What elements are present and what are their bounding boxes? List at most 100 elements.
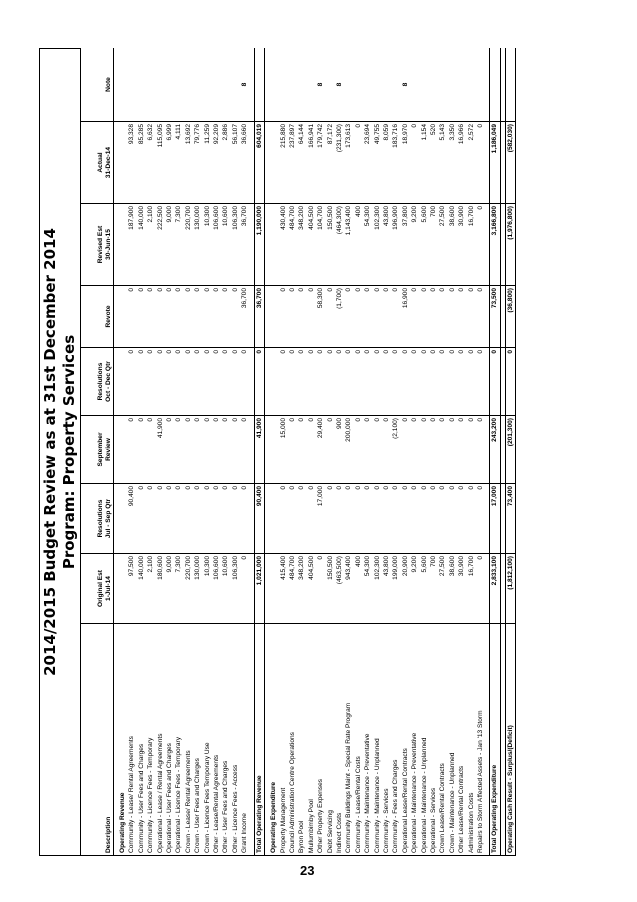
resolutions-oct-dec-cell: 0 <box>240 347 250 416</box>
september-review-cell: 900 <box>334 415 345 484</box>
original-estimate-cell: 484,700 <box>287 553 298 624</box>
revised-estimate-cell: 140,000 <box>136 203 147 286</box>
september-review-cell: 0 <box>183 415 194 484</box>
description-cell: Crown - Licence Fees Temporary Use <box>202 623 213 856</box>
header-description: Description <box>80 623 114 856</box>
resolutions-jul-sep-cell: 90,400 <box>127 483 137 554</box>
september-review-cell: 0 <box>438 415 448 484</box>
description-cell: Administration Costs <box>466 623 477 856</box>
actual-cell: 215,880 <box>278 121 288 204</box>
resolutions-jul-sep-cell: 0 <box>155 483 166 554</box>
description-cell: Total Operating Revenue <box>254 623 265 856</box>
note-cell <box>489 48 501 122</box>
original-estimate-cell: 400 <box>353 553 364 624</box>
total-operating-revenue-row: Total Operating Revenue 1,021,000 90,400 41… <box>254 48 265 856</box>
actual-cell: 0 <box>353 121 364 204</box>
table-row: Operational - Licence Fees - Temporary 7,… <box>174 48 184 856</box>
table-row: Community - User Fees and Charges 140,000… <box>136 48 147 856</box>
note-cell <box>146 48 156 122</box>
description-cell: Community - Lease/Rental Costs <box>353 623 364 856</box>
description-cell: Operational Lease/Rental Contracts <box>400 623 411 856</box>
revote-cell: 0 <box>155 285 166 348</box>
note-cell <box>410 48 420 122</box>
actual-cell: 92,209 <box>212 121 222 204</box>
table-row: Operational - Lease / Rental Agreements 1… <box>155 48 166 856</box>
resolutions-jul-sep-cell: 0 <box>287 483 298 554</box>
september-review-cell: 15,000 <box>278 415 288 484</box>
revote-cell: 36,700 <box>240 285 250 348</box>
revote-cell: 0 <box>391 285 401 348</box>
original-estimate-cell: 106,600 <box>212 553 222 624</box>
revised-estimate-cell: 27,500 <box>438 203 448 286</box>
resolutions-oct-dec-cell: 0 <box>202 347 213 416</box>
note-cell <box>505 48 516 122</box>
table-row: Debt Servicing 150,500 0 0 0 0 150,500 87,172 <box>325 48 335 856</box>
resolutions-jul-sep-cell: 0 <box>230 483 241 554</box>
original-estimate-cell: 30,900 <box>457 553 467 624</box>
revised-estimate-cell: 130,000 <box>193 203 203 286</box>
resolutions-oct-dec-cell: 0 <box>316 347 326 416</box>
note-cell <box>344 48 354 122</box>
resolutions-jul-sep-cell: 0 <box>363 483 373 554</box>
resolutions-jul-sep-cell: 0 <box>193 483 203 554</box>
original-estimate-cell: (1,812,100) <box>505 553 516 624</box>
september-review-cell: 0 <box>165 415 175 484</box>
september-review-cell: 0 <box>193 415 203 484</box>
september-review-cell: 0 <box>457 415 467 484</box>
resolutions-jul-sep-cell: 0 <box>381 483 392 554</box>
revote-cell: 0 <box>174 285 184 348</box>
note-cell <box>174 48 184 122</box>
note-cell <box>155 48 166 122</box>
description-cell: Community - Fees and Charges <box>391 623 401 856</box>
september-review-cell: 0 <box>325 415 335 484</box>
resolutions-jul-sep-cell: 17,000 <box>316 483 326 554</box>
actual-cell: 93,328 <box>127 121 137 204</box>
note-cell: 8 <box>316 48 326 122</box>
header-revised-estimate: Revised Est 30-Jun-15 <box>80 203 114 286</box>
revised-estimate-cell: 700 <box>429 203 439 286</box>
note-cell: 8 <box>400 48 411 122</box>
note-cell <box>136 48 147 122</box>
september-review-cell: 0 <box>372 415 382 484</box>
revised-estimate-cell: 196,900 <box>391 203 401 286</box>
original-estimate-cell: 348,200 <box>297 553 307 624</box>
page-number: 23 <box>300 863 315 878</box>
original-estimate-cell: 2,100 <box>146 553 156 624</box>
resolutions-oct-dec-cell: 0 <box>127 347 137 416</box>
revote-cell: 0 <box>476 285 486 348</box>
header-original-estimate: Original Est 1-Jul-14 <box>80 553 114 624</box>
revote-cell: 0 <box>325 285 335 348</box>
september-review-cell: 0 <box>476 415 486 484</box>
table-row: Crown - Licence Fees Temporary Use 10,300… <box>202 48 213 856</box>
note-cell: 8 <box>334 48 345 122</box>
revised-estimate-cell: 484,700 <box>287 203 298 286</box>
description-cell: Indirect Costs <box>334 623 345 856</box>
note-cell <box>419 48 429 122</box>
revised-estimate-cell: 150,500 <box>325 203 335 286</box>
actual-cell: 115,095 <box>155 121 166 204</box>
actual-cell: 179,742 <box>316 121 326 204</box>
table-row: Other Lease/Rental Contracts 30,900 0 0 0 0 30… <box>457 48 467 856</box>
table-row: Community - Services 43,800 0 0 0 0 43,800 8,05… <box>381 48 392 856</box>
actual-cell: 4,111 <box>174 121 184 204</box>
note-cell <box>278 48 288 122</box>
note-cell <box>476 48 486 122</box>
table-row: Mullumbimby Pool 404,500 0 0 0 0 404,500 166,94… <box>306 48 317 856</box>
revised-estimate-cell: 3,166,800 <box>489 203 501 286</box>
revised-estimate-cell: 104,700 <box>316 203 326 286</box>
revised-estimate-cell: 430,400 <box>278 203 288 286</box>
resolutions-jul-sep-cell: 0 <box>183 483 194 554</box>
resolutions-jul-sep-cell: 0 <box>146 483 156 554</box>
revote-cell: (1,700) <box>334 285 345 348</box>
actual-cell: 183,716 <box>391 121 401 204</box>
resolutions-jul-sep-cell: 90,400 <box>254 483 265 554</box>
header-note: Note <box>80 48 114 122</box>
september-review-cell: 243,200 <box>489 415 501 484</box>
table-row: Repairs to Storm Affected Assets - Jan '… <box>476 48 486 856</box>
resolutions-jul-sep-cell: 0 <box>202 483 213 554</box>
original-estimate-cell: 2,833,100 <box>489 553 501 624</box>
actual-cell: 166,941 <box>306 121 317 204</box>
resolutions-jul-sep-cell: 0 <box>372 483 382 554</box>
original-estimate-cell: 97,500 <box>127 553 137 624</box>
note-cell <box>447 48 458 122</box>
